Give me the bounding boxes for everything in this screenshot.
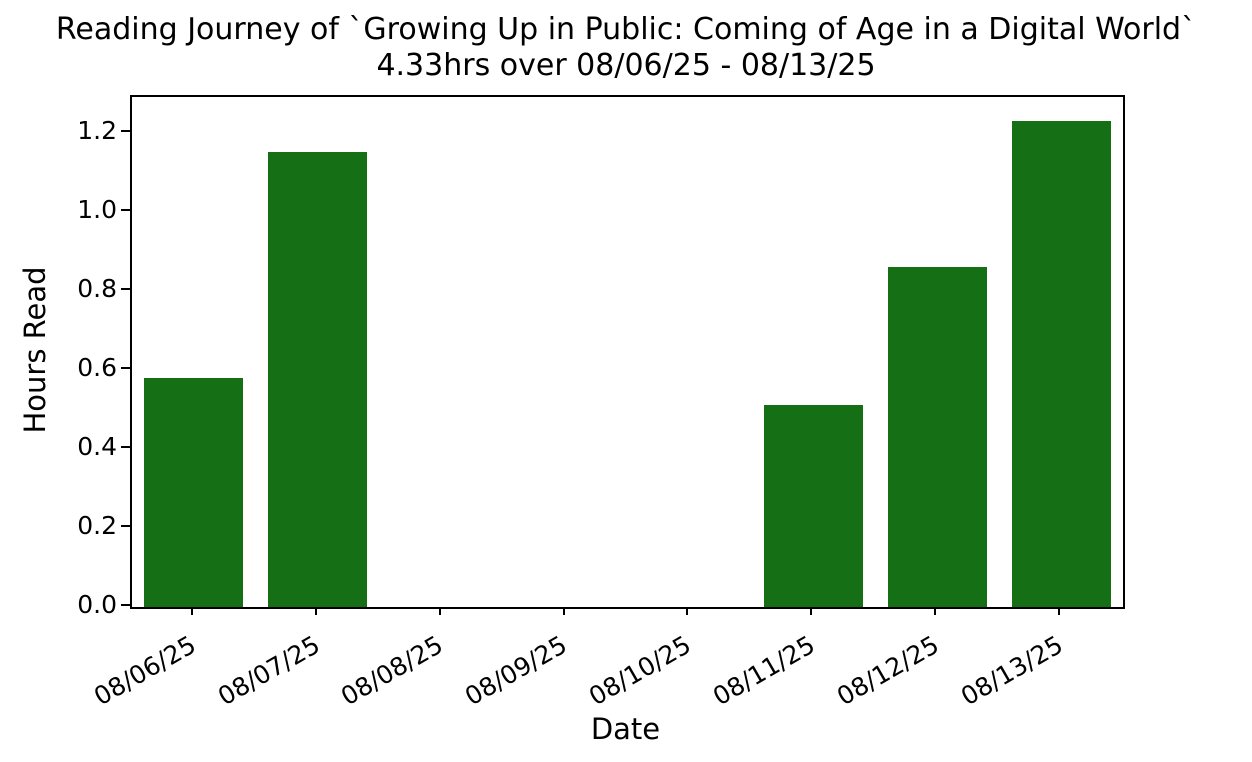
y-tick-mark-0.2: [121, 524, 130, 527]
x-tick-label-08/10/25: 08/10/25: [584, 630, 696, 712]
bar-08/06/25: [144, 377, 244, 607]
bar-08/13/25: [1011, 120, 1111, 607]
x-tick-mark-08/06/25: [190, 607, 193, 615]
y-tick-label-1.2: 1.2: [77, 115, 117, 145]
x-tick-mark-08/09/25: [562, 607, 565, 615]
y-tick-label-0.2: 0.2: [77, 510, 117, 540]
plot-area: [130, 95, 1125, 609]
x-tick-label-08/12/25: 08/12/25: [831, 630, 944, 712]
x-tick-mark-08/08/25: [438, 607, 441, 615]
y-tick-mark-1.0: [121, 208, 130, 211]
y-tick-label-1.0: 1.0: [77, 194, 117, 224]
chart-title: Reading Journey of `Growing Up in Public…: [0, 12, 1252, 84]
x-tick-label-08/09/25: 08/09/25: [460, 630, 573, 712]
x-tick-mark-08/13/25: [1058, 607, 1061, 615]
x-tick-mark-08/10/25: [686, 607, 689, 615]
y-tick-mark-0.0: [121, 604, 130, 606]
x-tick-mark-08/11/25: [810, 607, 813, 615]
y-tick-label-0.8: 0.8: [77, 273, 117, 303]
y-tick-mark-0.6: [121, 366, 130, 369]
y-tick-mark-0.4: [121, 445, 130, 448]
x-tick-label-08/11/25: 08/11/25: [708, 630, 820, 712]
x-tick-mark-08/07/25: [314, 607, 317, 615]
y-axis-label: Hours Read: [18, 266, 52, 434]
y-tick-label-0.4: 0.4: [77, 431, 117, 461]
chart-title-line2: 4.33hrs over 08/06/25 - 08/13/25: [376, 48, 876, 83]
y-tick-mark-1.2: [121, 129, 130, 132]
bar-08/11/25: [763, 405, 863, 607]
x-axis-label: Date: [590, 712, 661, 746]
bar-08/12/25: [887, 267, 987, 607]
x-tick-label-08/07/25: 08/07/25: [212, 630, 325, 712]
x-tick-label-08/13/25: 08/13/25: [955, 630, 1068, 712]
bar-08/07/25: [268, 152, 368, 607]
x-tick-mark-08/12/25: [934, 607, 937, 615]
x-tick-label-08/06/25: 08/06/25: [88, 630, 201, 712]
y-tick-label-0.0: 0.0: [77, 590, 117, 619]
x-tick-label-08/08/25: 08/08/25: [336, 630, 449, 712]
y-tick-mark-0.8: [121, 287, 130, 290]
y-tick-label-0.6: 0.6: [77, 352, 117, 382]
chart-title-line1: Reading Journey of `Growing Up in Public…: [55, 12, 1197, 47]
